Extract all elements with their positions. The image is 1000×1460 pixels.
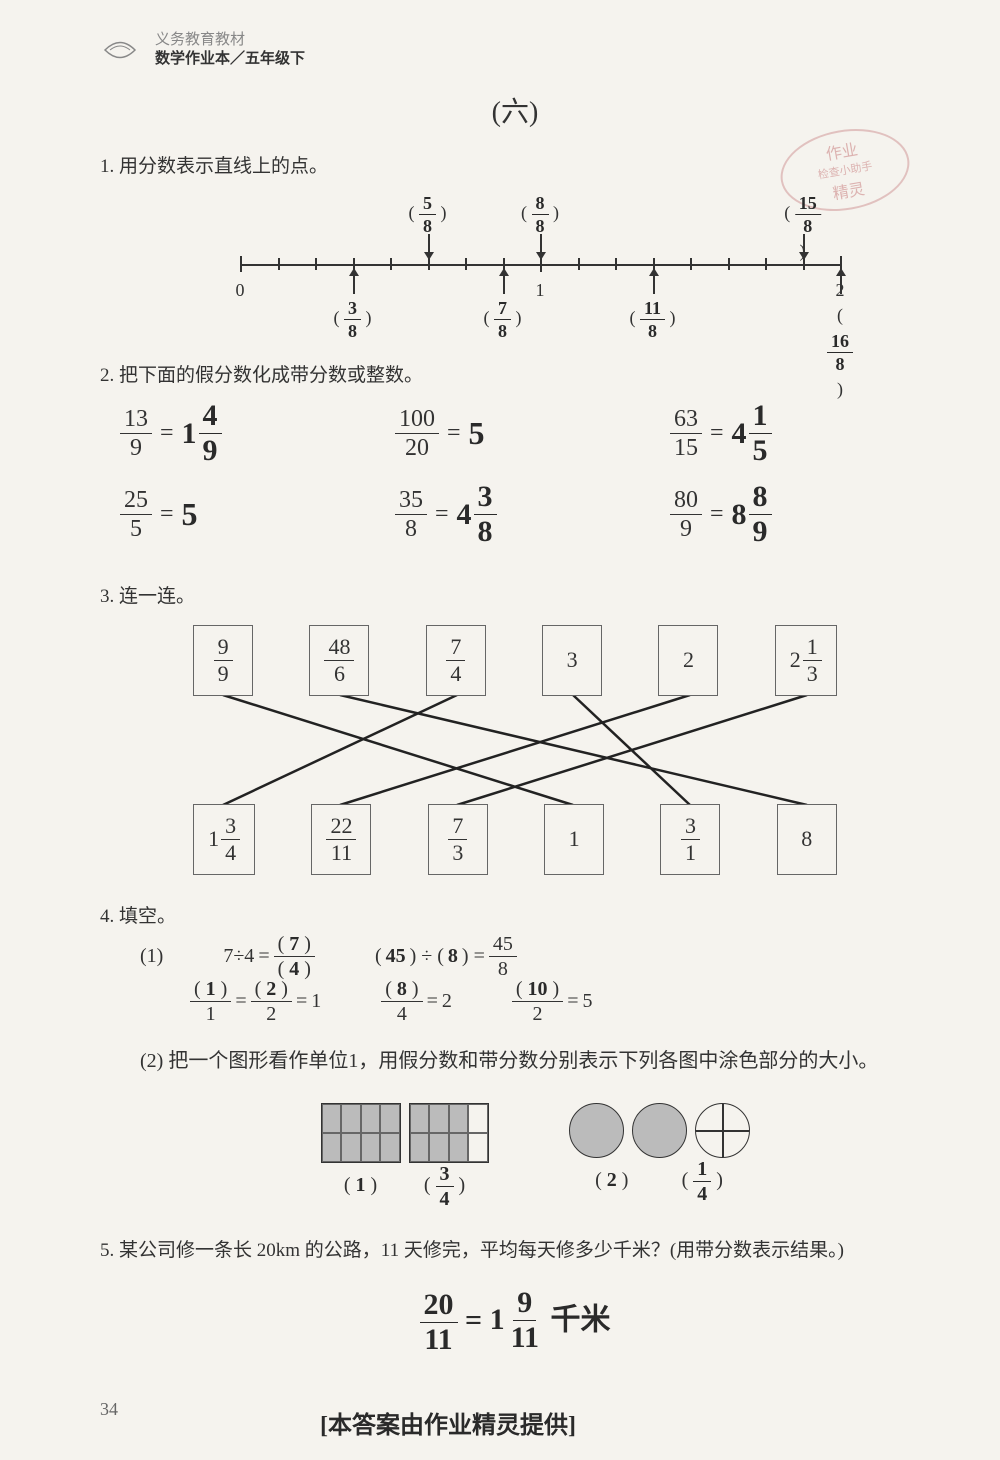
fill-eq3: ( 10 )2 = 5: [512, 979, 593, 1024]
match-box-bottom: 1: [544, 804, 604, 875]
rect-2: [409, 1103, 489, 1163]
problem-5-answer: 2011 = 1911 千米: [100, 1288, 930, 1355]
fill-45div8: ( 45 ) ÷ ( 8 ) = 458: [375, 934, 517, 979]
textbook-logo-icon: [100, 30, 140, 70]
fill-eq1: ( 1 )1 = ( 2 )2 = 1: [190, 979, 321, 1024]
fill-7div4: 7÷4 = ( 7 ) ( 4 ): [223, 934, 315, 979]
rect-1: [321, 1103, 401, 1163]
match-box-bottom: 31: [660, 804, 720, 875]
number-line-diagram: 012( 58 )( 88 )( 158 )( 38 )( 78 )( 118 …: [240, 194, 840, 334]
match-box-bottom: 73: [428, 804, 488, 875]
problem-4: 4. 填空。 (1) 7÷4 = ( 7 ) ( 4 ) ( 45 ) ÷ ( …: [100, 900, 930, 1209]
section-title: (六): [100, 90, 930, 130]
match-box-top: 486: [309, 625, 369, 696]
problem-5: 5. 某公司修一条长 20km 的公路，11 天修完，平均每天修多少千米？(用带…: [100, 1234, 930, 1355]
part-1-label: (1): [140, 934, 163, 978]
problem-3-text: 3. 连一连。: [100, 586, 195, 607]
shape-diagrams: ( 1 ) ( 34 ) ( 2 ) ( 14 ): [140, 1103, 930, 1209]
problem-2-text: 2. 把下面的假分数化成带分数或整数。: [100, 365, 423, 386]
problem-3: 3. 连一连。 99 486 74 32 213 134 2211 73 1 31 8: [100, 580, 930, 874]
header-title: 数学作业本／五年级下: [155, 50, 305, 70]
match-box-bottom: 134: [193, 804, 255, 875]
problem-2: 2. 把下面的假分数化成带分数或整数。 139 = 14910020 = 563…: [100, 359, 930, 555]
problem-1-text: 1. 用分数表示直线上的点。: [100, 156, 328, 177]
match-box-top: 213: [775, 625, 837, 696]
circle-2: [632, 1103, 687, 1158]
problem-5-text: 5. 某公司修一条长 20km 的公路，11 天修完，平均每天修多少千米？(用带…: [100, 1240, 844, 1261]
circle-3: [695, 1103, 750, 1158]
match-box-top: 2: [658, 625, 718, 696]
match-box-top: 3: [542, 625, 602, 696]
fill-eq2: ( 8 )4 = 2: [381, 979, 452, 1024]
match-box-bottom: 8: [777, 804, 837, 875]
page-number: 34: [100, 1399, 118, 1420]
matching-diagram: 99 486 74 32 213 134 2211 73 1 31 8: [165, 625, 865, 875]
page-header: 义务教育教材 数学作业本／五年级下: [100, 30, 930, 70]
part-2-text: 把一个图形看作单位1，用假分数和带分数分别表示下列各图中涂色部分的大小。: [168, 1050, 878, 1072]
circle-1: [569, 1103, 624, 1158]
match-box-bottom: 2211: [311, 804, 371, 875]
header-subtitle: 义务教育教材: [155, 31, 305, 51]
match-box-top: 74: [426, 625, 486, 696]
part-2-label: (2): [140, 1050, 163, 1072]
match-box-top: 99: [193, 625, 253, 696]
problem-4-text: 4. 填空。: [100, 906, 176, 927]
footer-note: [本答案由作业精灵提供]: [320, 1405, 576, 1440]
